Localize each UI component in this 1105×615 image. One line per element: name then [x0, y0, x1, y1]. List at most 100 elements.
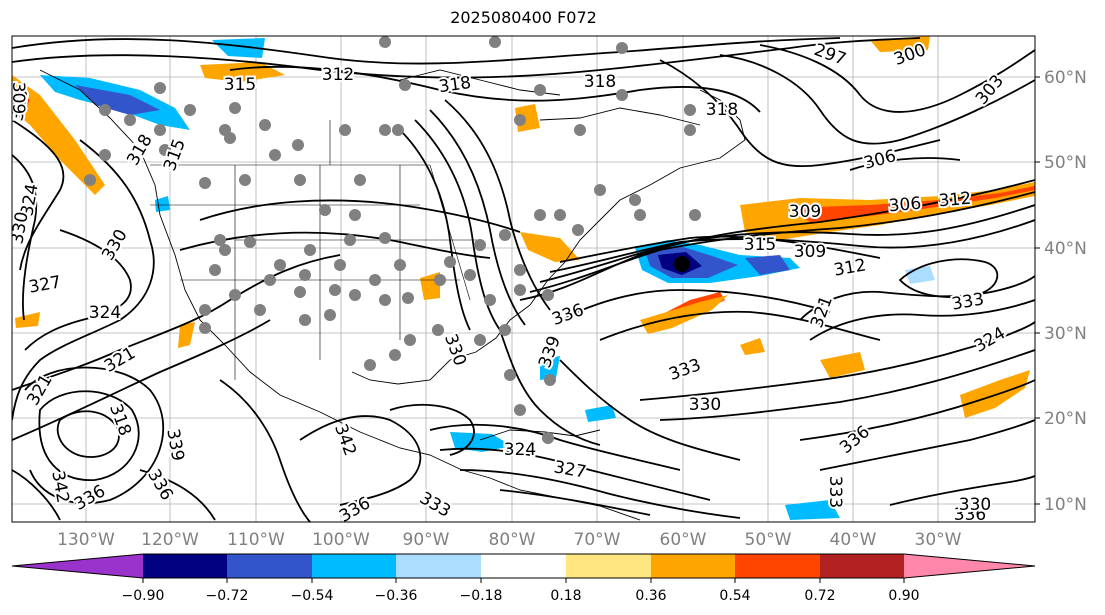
station-marker [434, 274, 446, 286]
station-marker [379, 294, 391, 306]
station-marker [404, 334, 416, 346]
state-borders [150, 120, 480, 380]
station-marker [616, 42, 628, 54]
lon-tick-label: 100°W [312, 530, 370, 550]
station-marker [369, 274, 381, 286]
coastlines [39, 69, 746, 521]
contour-label: 309 [794, 242, 826, 262]
station-marker [629, 194, 641, 206]
contour-label: 330 [689, 395, 721, 415]
lon-tick-label: 40°W [830, 530, 877, 550]
shaded-field [12, 36, 1035, 520]
station-marker [349, 289, 361, 301]
station-marker [84, 174, 96, 186]
contour-label: 330 [959, 495, 991, 515]
station-marker [394, 259, 406, 271]
station-marker [534, 209, 546, 221]
station-marker [299, 269, 311, 281]
station-marker [364, 359, 376, 371]
station-marker [379, 36, 391, 48]
station-marker [489, 36, 501, 48]
colorbar-tick-label: 0.18 [550, 588, 581, 604]
station-marker [269, 149, 281, 161]
contour-label: 324 [89, 303, 121, 323]
station-marker [542, 432, 554, 444]
colorbar-swatch [735, 554, 820, 578]
station-marker [339, 124, 351, 136]
station-marker [499, 324, 511, 336]
colorbar-swatch [396, 554, 481, 578]
colorbar [11, 553, 1036, 579]
lon-tick-label: 60°W [660, 530, 707, 550]
station-marker [294, 174, 306, 186]
station-marker [574, 124, 586, 136]
station-marker [229, 102, 241, 114]
colorbar-ticks: −0.90 −0.72 −0.54 −0.36 −0.18 0.18 0.36 0.54 0.7… [122, 578, 920, 604]
station-marker [534, 84, 546, 96]
station-marker [689, 209, 701, 221]
station-marker [499, 229, 511, 241]
contour-label: 324 [504, 440, 536, 460]
station-marker [239, 174, 251, 186]
contour-label: 306 [888, 194, 922, 217]
contour-label: 315 [224, 75, 256, 95]
station-marker [634, 209, 646, 221]
station-marker [334, 259, 346, 271]
station-marker [504, 369, 516, 381]
colorbar-tick-label: −0.72 [206, 588, 249, 604]
lat-tick-label: 20°N [1044, 409, 1087, 429]
lon-tick-label: 130°W [57, 530, 115, 550]
station-marker [514, 284, 526, 296]
colorbar-extend-min [12, 554, 143, 578]
station-marker [319, 204, 331, 216]
station-marker [379, 124, 391, 136]
colorbar-swatch [227, 554, 312, 578]
station-marker [224, 132, 236, 144]
lon-tick-label: 30°W [915, 530, 962, 550]
station-marker [229, 289, 241, 301]
lon-tick-label: 70°W [574, 530, 621, 550]
colorbar-tick-label: −0.90 [122, 588, 165, 604]
station-marker [684, 104, 696, 116]
latitude-ticks: 60°N 50°N 40°N 30°N 20°N 10°N [1035, 68, 1087, 515]
contour-label: 315 [744, 235, 776, 255]
station-marker [264, 274, 276, 286]
station-marker [99, 104, 111, 116]
contour-label: 318 [706, 100, 738, 120]
lat-tick-label: 40°N [1044, 239, 1087, 259]
colorbar-swatch [143, 554, 227, 578]
lon-tick-label: 80°W [489, 530, 536, 550]
lat-tick-label: 50°N [1044, 153, 1087, 173]
station-marker [294, 286, 306, 298]
lon-tick-label: 90°W [403, 530, 450, 550]
map-title: 2025080400 F072 [450, 8, 597, 27]
station-marker [344, 234, 356, 246]
station-marker [399, 79, 411, 91]
lat-tick-label: 30°N [1044, 324, 1087, 344]
plot-frame [11, 35, 1036, 523]
station-marker [572, 224, 584, 236]
station-marker [159, 144, 171, 156]
station-marker [594, 184, 606, 196]
station-marker [244, 236, 256, 248]
station-marker [544, 374, 556, 386]
colorbar-tick-label: −0.54 [291, 588, 334, 604]
station-marker [209, 264, 221, 276]
station-marker [154, 82, 166, 94]
contour-label: 333 [825, 476, 845, 508]
lon-tick-label: 50°W [745, 530, 792, 550]
lon-tick-label: 110°W [227, 530, 285, 550]
station-marker [254, 304, 266, 316]
station-marker [354, 174, 366, 186]
colorbar-tick-label: −0.36 [375, 588, 418, 604]
station-marker [432, 324, 444, 336]
station-marker [124, 114, 136, 126]
station-marker [474, 334, 486, 346]
contour-label: 312 [322, 65, 354, 85]
colorbar-swatch [481, 554, 566, 578]
colorbar-swatch [566, 554, 651, 578]
station-marker [292, 139, 304, 151]
station-marker [199, 304, 211, 316]
station-marker [616, 89, 628, 101]
